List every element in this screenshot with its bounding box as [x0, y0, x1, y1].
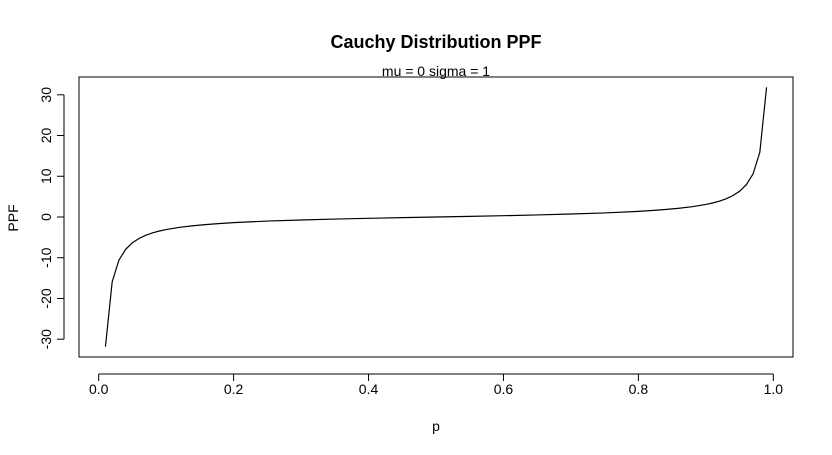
y-tick-label: 20	[38, 128, 54, 144]
chart-title: Cauchy Distribution PPF	[330, 32, 541, 52]
x-tick-label: 0.4	[359, 381, 379, 397]
y-tick-label: -20	[38, 288, 54, 308]
y-tick-label: -30	[38, 329, 54, 349]
y-tick-label: 10	[38, 168, 54, 184]
x-axis: 0.0 0.2 0.4 0.6 0.8 1.0	[89, 373, 784, 397]
y-tick-label: 30	[38, 87, 54, 103]
plot-box	[78, 76, 794, 358]
x-tick-label: 0.6	[494, 381, 514, 397]
y-tick-label: -10	[38, 247, 54, 267]
x-tick-label: 0.2	[224, 381, 244, 397]
y-axis: -30 -20 -10 0 10 20 30	[38, 87, 65, 349]
y-axis-label: PPF	[5, 204, 21, 231]
x-axis-label: p	[432, 418, 440, 434]
x-tick-label: 0.8	[629, 381, 649, 397]
chart-subtitle: mu = 0 sigma = 1	[382, 63, 490, 79]
series-line	[104, 87, 768, 347]
series-group	[104, 87, 768, 347]
y-tick-label: 0	[38, 213, 54, 221]
x-tick-label: 0.0	[89, 381, 109, 397]
x-tick-label: 1.0	[764, 381, 784, 397]
